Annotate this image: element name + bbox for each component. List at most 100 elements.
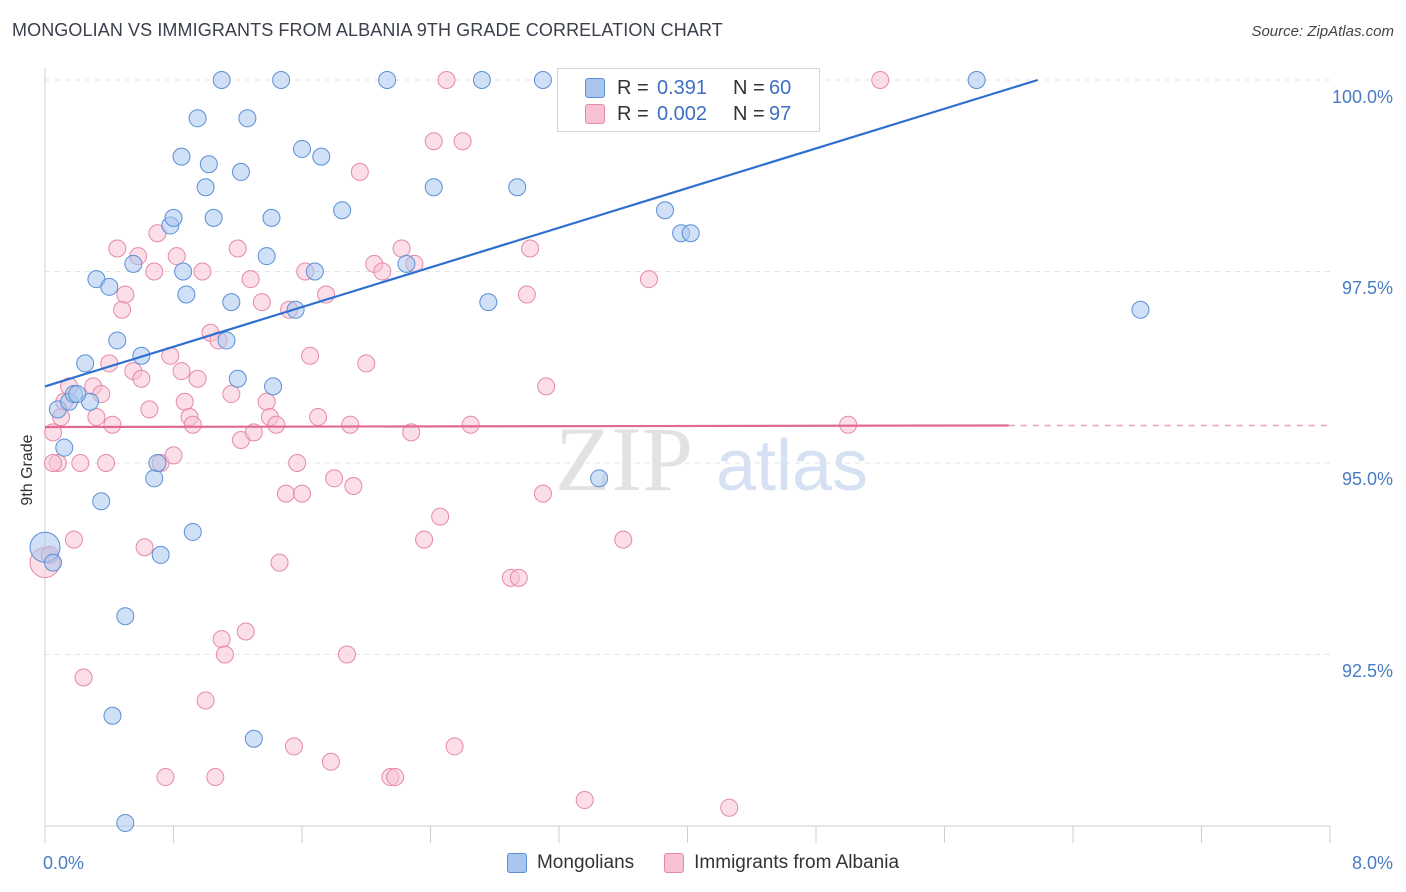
data-point[interactable] [333,201,352,220]
data-point[interactable] [284,737,303,756]
data-point[interactable] [103,415,122,434]
data-point[interactable] [76,354,95,373]
data-point[interactable] [344,476,363,495]
data-point[interactable] [183,522,202,541]
data-point[interactable] [257,392,276,411]
data-point[interactable] [386,768,405,787]
data-point[interactable] [472,71,491,89]
data-point[interactable] [445,737,464,756]
data-point[interactable] [215,645,234,664]
data-point[interactable] [276,484,295,503]
data-point[interactable] [164,446,183,465]
data-point[interactable] [116,607,135,626]
data-point[interactable] [68,385,87,404]
data-point[interactable] [590,469,609,488]
data-point[interactable] [222,385,241,404]
data-point[interactable] [64,530,83,549]
data-point[interactable] [521,239,540,258]
data-point[interactable] [71,454,90,472]
data-point[interactable] [44,454,63,472]
data-point[interactable] [228,239,247,258]
data-point[interactable] [871,71,890,89]
data-point[interactable] [309,408,328,427]
data-point[interactable] [231,162,250,181]
data-point[interactable] [681,224,700,243]
data-point[interactable] [196,691,215,710]
data-point[interactable] [206,768,225,787]
data-point[interactable] [172,147,191,166]
data-point[interactable] [244,729,263,748]
data-point[interactable] [397,254,416,273]
data-point[interactable] [288,454,307,472]
data-point[interactable] [97,454,116,472]
data-point[interactable] [392,239,411,258]
data-point[interactable] [167,247,186,266]
data-point[interactable] [350,162,369,181]
data-point[interactable] [325,469,344,488]
data-point[interactable] [87,408,106,427]
data-point[interactable] [357,354,376,373]
data-point[interactable] [720,798,739,817]
data-point[interactable] [453,132,472,151]
data-point[interactable] [183,415,202,434]
data-point[interactable] [575,791,594,810]
data-point[interactable] [378,71,397,89]
data-point[interactable] [177,285,196,304]
data-point[interactable] [116,814,135,833]
data-point[interactable] [238,109,257,128]
data-point[interactable] [228,369,247,388]
data-point[interactable] [164,208,183,227]
data-point[interactable] [373,262,392,281]
data-point[interactable] [217,331,236,350]
data-point[interactable] [424,178,443,197]
data-point[interactable] [293,139,311,158]
data-point[interactable] [132,369,151,388]
data-point[interactable] [212,630,231,649]
data-point[interactable] [257,247,276,266]
data-point[interactable] [508,178,527,197]
data-point[interactable] [108,331,127,350]
data-point[interactable] [148,454,167,472]
data-point[interactable] [140,400,159,419]
data-point[interactable] [175,392,194,411]
data-point[interactable] [108,239,127,258]
data-point[interactable] [614,530,633,549]
data-point[interactable] [151,545,170,564]
data-point[interactable] [656,201,675,220]
data-point[interactable] [533,484,552,503]
data-point[interactable] [116,285,135,304]
data-point[interactable] [337,645,356,664]
data-point[interactable] [92,492,111,511]
data-point[interactable] [252,293,271,312]
data-point[interactable] [305,262,324,281]
data-point[interactable] [188,369,207,388]
legend-item-albania[interactable]: Immigrants from Albania [664,852,899,874]
data-point[interactable] [321,752,340,771]
legend-item-mongolians[interactable]: Mongolians [506,852,634,874]
data-point[interactable] [172,362,191,381]
data-point[interactable] [270,553,289,572]
data-point[interactable] [212,71,231,89]
data-point[interactable] [174,262,193,281]
data-point[interactable] [44,423,63,442]
data-point[interactable] [479,293,498,312]
data-point[interactable] [301,346,320,365]
data-point[interactable] [533,71,552,89]
data-point[interactable] [312,147,331,166]
data-point[interactable] [74,668,93,687]
data-point[interactable] [967,71,986,89]
data-point[interactable] [1131,300,1150,319]
data-point[interactable] [100,277,119,296]
data-point[interactable] [55,438,74,457]
data-point[interactable] [537,377,556,396]
data-point[interactable] [113,300,132,319]
data-point[interactable] [188,109,207,128]
data-point[interactable] [267,415,286,434]
data-point[interactable] [264,377,283,396]
data-point[interactable] [124,254,143,273]
data-point[interactable] [145,262,164,281]
data-point[interactable] [341,415,360,434]
data-point[interactable] [415,530,434,549]
data-point[interactable] [196,178,215,197]
data-point[interactable] [461,415,480,434]
